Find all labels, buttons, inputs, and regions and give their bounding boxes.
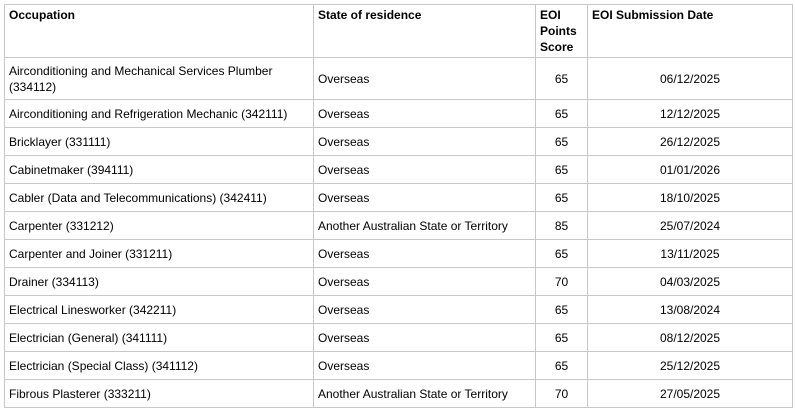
eoi-points-score-cell: 65 bbox=[535, 57, 588, 100]
occupation-cell: Electrician (Special Class) (341112) bbox=[4, 351, 314, 380]
state-of-residence-cell: Overseas bbox=[313, 57, 536, 100]
state-of-residence-cell: Overseas bbox=[313, 99, 536, 128]
table-row: Drainer (334113) Overseas 70 04/03/2025 bbox=[4, 267, 793, 296]
eoi-points-score-cell: 85 bbox=[535, 211, 588, 240]
column-header: EOI Submission Date bbox=[587, 4, 793, 58]
header-row: Occupation State of residence EOI Points S… bbox=[4, 4, 793, 58]
occupation-cell: Electrician (General) (341111) bbox=[4, 323, 314, 352]
eoi-points-score-cell: 65 bbox=[535, 99, 588, 128]
occupation-cell: Drainer (334113) bbox=[4, 267, 314, 296]
occupation-cell: Electrical Linesworker (342211) bbox=[4, 295, 314, 324]
state-of-residence-cell: Overseas bbox=[313, 155, 536, 184]
eoi-submission-date-cell: 18/10/2025 bbox=[587, 183, 793, 212]
column-header: Occupation bbox=[4, 4, 314, 58]
state-of-residence-cell: Overseas bbox=[313, 323, 536, 352]
eoi-submission-date-cell: 04/03/2025 bbox=[587, 267, 793, 296]
state-of-residence-cell: Overseas bbox=[313, 127, 536, 156]
occupation-cell: Cabinetmaker (394111) bbox=[4, 155, 314, 184]
occupation-cell: Airconditioning and Mechanical Services … bbox=[4, 57, 314, 100]
eoi-points-score-cell: 65 bbox=[535, 183, 588, 212]
column-header: State of residence bbox=[313, 4, 536, 58]
eoi-points-score-cell: 65 bbox=[535, 323, 588, 352]
occupation-cell: Carpenter and Joiner (331211) bbox=[4, 239, 314, 268]
table-body: Airconditioning and Mechanical Services … bbox=[4, 57, 793, 408]
state-of-residence-cell: Overseas bbox=[313, 295, 536, 324]
eoi-points-score-cell: 65 bbox=[535, 295, 588, 324]
state-of-residence-cell: Overseas bbox=[313, 183, 536, 212]
eoi-submission-date-cell: 26/12/2025 bbox=[587, 127, 793, 156]
table-row: Bricklayer (331111) Overseas 65 26/12/2025 bbox=[4, 127, 793, 156]
eoi-submission-date-cell: 13/11/2025 bbox=[587, 239, 793, 268]
eoi-points-score-cell: 65 bbox=[535, 155, 588, 184]
eoi-points-score-cell: 65 bbox=[535, 127, 588, 156]
eoi-submission-date-cell: 08/12/2025 bbox=[587, 323, 793, 352]
table-row: Airconditioning and Refrigeration Mechan… bbox=[4, 99, 793, 128]
table-row: Electrical Linesworker (342211) Overseas 6… bbox=[4, 295, 793, 324]
state-of-residence-cell: Another Australian State or Territory bbox=[313, 379, 536, 408]
state-of-residence-cell: Another Australian State or Territory bbox=[313, 211, 536, 240]
eoi-submission-date-cell: 01/01/2026 bbox=[587, 155, 793, 184]
eoi-submission-date-cell: 25/12/2025 bbox=[587, 351, 793, 380]
table-row: Carpenter (331212) Another Australian Sta… bbox=[4, 211, 793, 240]
eoi-points-score-cell: 65 bbox=[535, 351, 588, 380]
table-row: Electrician (Special Class) (341112) Over… bbox=[4, 351, 793, 380]
eoi-submission-date-cell: 12/12/2025 bbox=[587, 99, 793, 128]
table-row: Cabinetmaker (394111) Overseas 65 01/01/202… bbox=[4, 155, 793, 184]
eoi-submission-date-cell: 27/05/2025 bbox=[587, 379, 793, 408]
occupation-cell: Carpenter (331212) bbox=[4, 211, 314, 240]
state-of-residence-cell: Overseas bbox=[313, 351, 536, 380]
occupation-cell: Airconditioning and Refrigeration Mechan… bbox=[4, 99, 314, 128]
eoi-submission-date-cell: 06/12/2025 bbox=[587, 57, 793, 100]
table-row: Cabler (Data and Telecommunications) (34… bbox=[4, 183, 793, 212]
eoi-points-score-cell: 65 bbox=[535, 239, 588, 268]
table-row: Electrician (General) (341111) Overseas 65… bbox=[4, 323, 793, 352]
eoi-submission-date-cell: 25/07/2024 bbox=[587, 211, 793, 240]
state-of-residence-cell: Overseas bbox=[313, 267, 536, 296]
table-row: Fibrous Plasterer (333211) Another Austra… bbox=[4, 379, 793, 408]
table-row: Carpenter and Joiner (331211) Overseas 65 1… bbox=[4, 239, 793, 268]
eoi-points-score-cell: 70 bbox=[535, 267, 588, 296]
column-header: EOI Points Score bbox=[535, 4, 588, 58]
eoi-submission-date-cell: 13/08/2024 bbox=[587, 295, 793, 324]
eoi-points-score-cell: 70 bbox=[535, 379, 588, 408]
eoi-table: Occupation State of residence EOI Points S… bbox=[4, 4, 793, 408]
occupation-cell: Fibrous Plasterer (333211) bbox=[4, 379, 314, 408]
state-of-residence-cell: Overseas bbox=[313, 239, 536, 268]
occupation-cell: Bricklayer (331111) bbox=[4, 127, 314, 156]
table-row: Airconditioning and Mechanical Services … bbox=[4, 57, 793, 100]
occupation-cell: Cabler (Data and Telecommunications) (34… bbox=[4, 183, 314, 212]
